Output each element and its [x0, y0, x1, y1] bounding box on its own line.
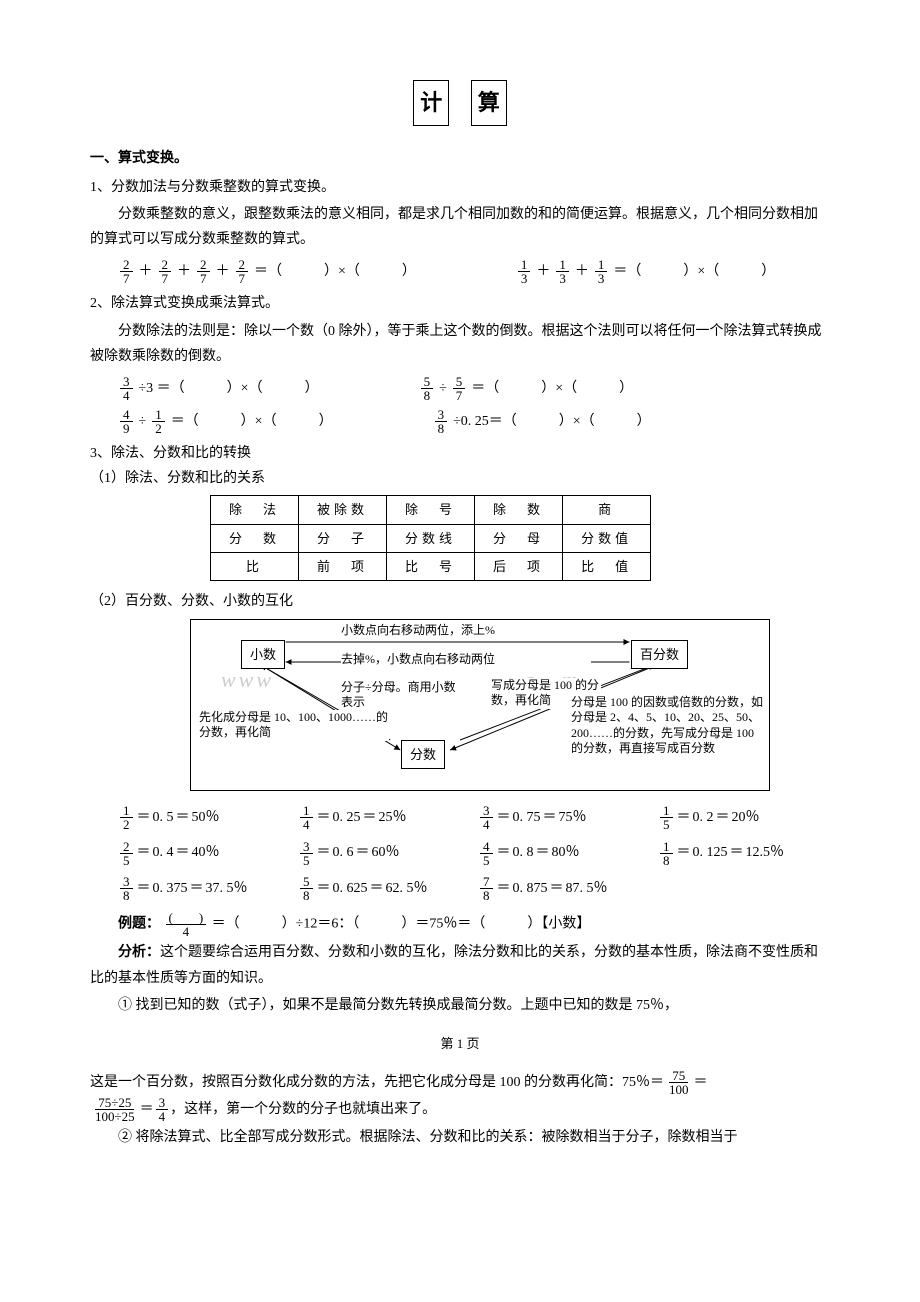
- continuation-2: 75÷25100÷25 ＝ 34 ，这样，第一个分数的分子也就填出来了。: [90, 1096, 830, 1123]
- box-fraction: 分数: [401, 740, 445, 769]
- equation-row-2a: 34 ÷3 ＝（ ）×（ ） 58÷ 57 ＝（ ）×（ ）: [118, 375, 830, 402]
- box-decimal: 小数: [241, 640, 285, 669]
- example-label: 例题：: [118, 917, 160, 932]
- item-2-text: 分数除法的法则是：除以一个数（0 除外），等于乘上这个数的倒数。根据这个法则可以…: [90, 319, 830, 369]
- example-line: 例题： ( )4 ＝（ ）÷12＝6：（ ）＝75％＝（ ）【小数】: [118, 911, 830, 938]
- relation-table: 除 法 被除数 除 号 除 数 商 分 数 分 子 分数线 分 母 分数值 比 …: [210, 495, 651, 581]
- conv-item: 15＝0. 2＝20％: [658, 801, 798, 835]
- conv-item: 34＝0. 75＝75％: [478, 801, 618, 835]
- example-tail: ＝（ ）÷12＝6：（ ）＝75％＝（ ）【小数】: [212, 917, 591, 932]
- diag-text-right2: 分母是 100 的因数或倍数的分数，如分母是 2、4、5、10、20、25、50…: [571, 695, 766, 757]
- eq-1a: 27＋ 27＋ 27＋ 27 ＝（ ）×（ ）: [118, 258, 416, 285]
- diag-text-left: 先化成分母是 10、100、1000……的分数，再化简: [199, 710, 389, 741]
- title-char-2: 算: [471, 80, 507, 126]
- diag-text-top2: 去掉%，小数点向右移动两位: [341, 652, 591, 668]
- conversion-list: 12＝0. 5＝50％ 14＝0. 25＝25％ 34＝0. 75＝75％ 15…: [118, 801, 830, 906]
- eq-2a: 34 ÷3 ＝（ ）×（ ）: [118, 375, 319, 402]
- item-1-text: 分数乘整数的意义，跟整数乘法的意义相同，都是求几个相同加数的和的简便运算。根据意…: [90, 202, 830, 252]
- analysis-label: 分析：: [118, 945, 160, 960]
- item-1-label: 1、分数加法与分数乘整数的算式变换。: [90, 175, 830, 200]
- section-1-heading: 一、算式变换。: [90, 146, 830, 171]
- conv-item: 14＝0. 25＝25％: [298, 801, 438, 835]
- item-3-label: 3、除法、分数和比的转换: [90, 441, 830, 466]
- item-2-label: 2、除法算式变换成乘法算式。: [90, 291, 830, 316]
- step-2: ② 将除法算式、比全部写成分数形式。根据除法、分数和比的关系：被除数相当于分子，…: [90, 1125, 830, 1150]
- conv-item: 25＝0. 4＝40％: [118, 836, 258, 870]
- diag-text-mid: 分子÷分母。商用小数表示: [341, 680, 461, 711]
- page-footer: 第 1 页: [90, 1032, 830, 1055]
- page-title: 计 算: [90, 80, 830, 126]
- title-char-1: 计: [413, 80, 449, 126]
- conv-item: 35＝0. 6＝60％: [298, 836, 438, 870]
- eq-2d: 38 ÷0. 25＝（ ）×（ ）: [433, 408, 651, 435]
- eq-2c: 49÷ 12 ＝（ ）×（ ）: [118, 408, 333, 435]
- analysis-line: 分析：这个题要综合运用百分数、分数和小数的互化，除法分数和比的关系，分数的基本性…: [90, 940, 830, 990]
- table-row: 分 数 分 子 分数线 分 母 分数值: [211, 524, 651, 552]
- conversion-diagram: www c m 小数 百分数 分数 小数点向右移动两位，添上% 去掉%，小数点向…: [190, 619, 770, 791]
- eq-2b: 58÷ 57 ＝（ ）×（ ）: [419, 375, 634, 402]
- step-1: ① 找到已知的数（式子），如果不是最简分数先转换成最简分数。上题中已知的数是 7…: [90, 993, 830, 1018]
- conv-item: 18＝0. 125＝12.5％: [658, 836, 798, 870]
- eq-1b: 13＋ 13＋ 13 ＝（ ）×（ ）: [516, 258, 775, 285]
- item-3a-label: （1）除法、分数和比的关系: [90, 466, 830, 491]
- box-percent: 百分数: [631, 640, 688, 669]
- equation-row-1: 27＋ 27＋ 27＋ 27 ＝（ ）×（ ） 13＋ 13＋ 13 ＝（ ）×…: [118, 258, 830, 285]
- table-row: 比 前 项 比 号 后 项 比 值: [211, 553, 651, 581]
- diag-text-top1: 小数点向右移动两位，添上%: [341, 623, 591, 639]
- item-3b-label: （2）百分数、分数、小数的互化: [90, 589, 830, 614]
- continuation-1: 这是一个百分数，按照百分数化成分数的方法，先把它化成分母是 100 的分数再化简…: [90, 1069, 830, 1096]
- conv-item: 45＝0. 8＝80％: [478, 836, 618, 870]
- document-page: 计 算 一、算式变换。 1、分数加法与分数乘整数的算式变换。 分数乘整数的意义，…: [0, 0, 920, 1302]
- equation-row-2b: 49÷ 12 ＝（ ）×（ ） 38 ÷0. 25＝（ ）×（ ）: [118, 408, 830, 435]
- conv-item: 78＝0. 875＝87. 5％: [478, 872, 618, 906]
- table-row: 除 法 被除数 除 号 除 数 商: [211, 496, 651, 524]
- conv-item: 12＝0. 5＝50％: [118, 801, 258, 835]
- conv-item: 58＝0. 625＝62. 5％: [298, 872, 438, 906]
- conv-item: 38＝0. 375＝37. 5％: [118, 872, 258, 906]
